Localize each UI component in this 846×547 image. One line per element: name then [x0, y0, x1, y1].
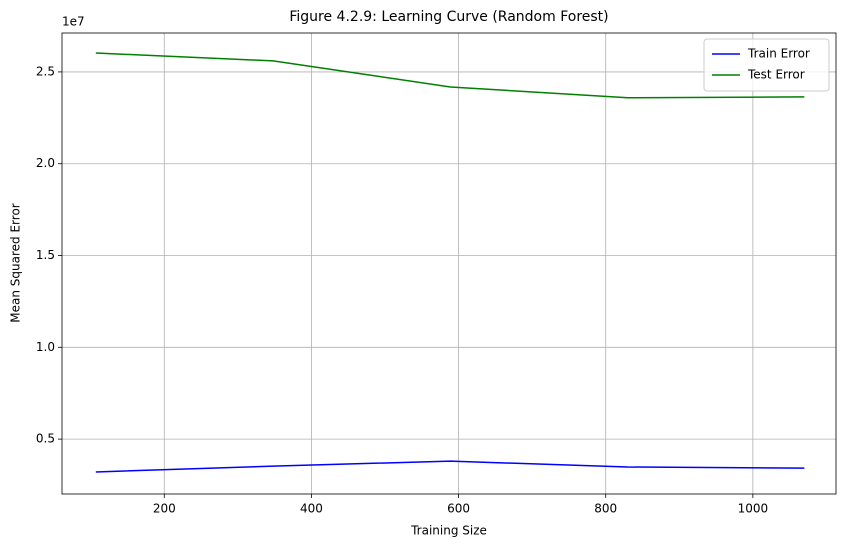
chart-title: Figure 4.2.9: Learning Curve (Random For…	[289, 9, 608, 25]
x-tick-label: 800	[594, 502, 617, 516]
y-axis-label: Mean Squared Error	[9, 203, 23, 323]
y-tick-label: 2.0	[36, 156, 55, 170]
y-tick-label: 1.0	[36, 340, 55, 354]
legend-label: Train Error	[747, 47, 810, 61]
x-tick-label: 1000	[738, 502, 769, 516]
y-offset-text: 1e7	[62, 15, 85, 29]
legend-box	[703, 38, 830, 92]
x-tick-label: 400	[300, 502, 323, 516]
x-axis-label: Training Size	[410, 524, 487, 538]
x-tick-label: 200	[153, 502, 176, 516]
line-series	[95, 52, 805, 99]
y-tick-label: 1.5	[36, 248, 55, 262]
y-tick-label: 0.5	[36, 432, 55, 446]
y-tick-label: 2.5	[36, 64, 55, 78]
line-series	[95, 460, 805, 473]
legend-label: Test Error	[747, 68, 805, 82]
x-tick-label: 600	[447, 502, 470, 516]
plot-frame	[61, 32, 837, 495]
